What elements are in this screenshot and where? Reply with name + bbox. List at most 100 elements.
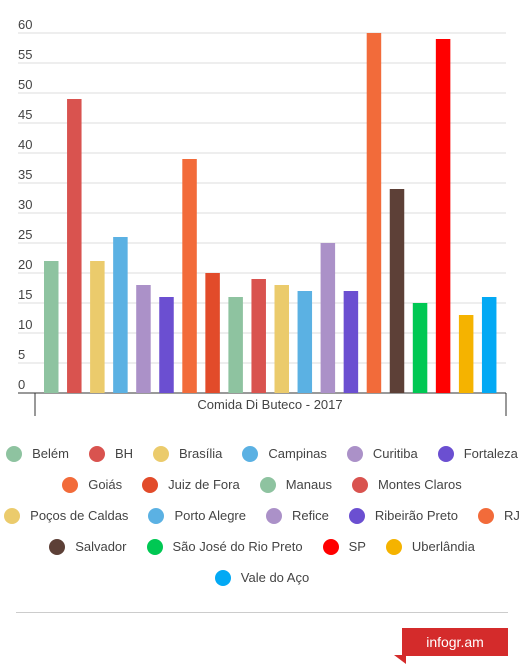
legend-label: Campinas	[268, 446, 327, 461]
legend-item[interactable]: Goiás	[62, 476, 123, 493]
legend-item[interactable]: SP	[322, 538, 366, 555]
legend-swatch-icon	[385, 538, 402, 555]
legend-item[interactable]: Belém	[6, 445, 69, 462]
legend-label: Brasília	[179, 446, 223, 461]
legend-item[interactable]: Campinas	[242, 445, 327, 462]
legend-label: Manaus	[285, 477, 332, 492]
legend-row: Belém BH Brasília Campinas Curitiba Fortaleza	[6, 438, 518, 469]
legend-swatch-icon	[6, 445, 23, 462]
y-tick-label: 20	[18, 257, 32, 272]
bar-1	[67, 99, 82, 393]
legend-label: Goiás	[88, 477, 123, 492]
bar-15	[389, 189, 405, 393]
legend-item[interactable]: Salvador	[49, 538, 127, 555]
bar-18	[458, 315, 474, 393]
legend-item[interactable]: Juiz de Fora	[142, 476, 240, 493]
legend-label: Curitiba	[372, 446, 418, 461]
legend-label: Porto Alegre	[174, 508, 246, 523]
y-tick-label: 40	[18, 137, 32, 152]
legend-swatch-icon	[62, 476, 79, 493]
legend-swatch-icon	[148, 507, 165, 524]
bar-8	[228, 297, 243, 393]
legend-swatch-icon	[49, 538, 66, 555]
bar-11	[297, 291, 313, 393]
y-tick-label: 15	[18, 287, 32, 302]
legend-label: Refice	[291, 508, 329, 523]
legend-item[interactable]: Fortaleza	[437, 445, 518, 462]
legend-item[interactable]: Porto Alegre	[148, 507, 246, 524]
footer-divider	[16, 612, 508, 613]
legend-item[interactable]: Montes Claros	[351, 476, 462, 493]
legend-item[interactable]: Manaus	[259, 476, 332, 493]
brand-notch	[394, 655, 406, 664]
legend-label: Belém	[32, 446, 69, 461]
bar-4	[136, 285, 151, 393]
chart-legend: Belém BH Brasília Campinas Curitiba Fortaleza…	[4, 438, 520, 593]
legend-swatch-icon	[477, 507, 494, 524]
y-tick-label: 35	[18, 167, 32, 182]
legend-swatch-icon	[351, 476, 368, 493]
legend-swatch-icon	[242, 445, 259, 462]
bar-10	[274, 285, 289, 393]
legend-swatch-icon	[346, 445, 363, 462]
legend-swatch-icon	[88, 445, 105, 462]
legend-label: São José do Rio Preto	[172, 539, 303, 554]
legend-item[interactable]: Poços de Caldas	[4, 507, 129, 524]
legend-item[interactable]: Brasília	[153, 445, 223, 462]
x-category-label: Comida Di Buteco - 2017	[197, 397, 342, 412]
legend-item[interactable]: RJ	[477, 507, 520, 524]
legend-label: SP	[348, 539, 366, 554]
bar-0	[44, 261, 59, 393]
legend-label: BH	[114, 446, 134, 461]
legend-row: Poços de Caldas Porto Alegre Refice Ribeirã…	[4, 500, 520, 531]
legend-label: Fortaleza	[463, 446, 518, 461]
legend-label: Montes Claros	[377, 477, 462, 492]
bar-3	[113, 237, 128, 393]
bar-12	[320, 243, 336, 393]
legend-item[interactable]: Ribeirão Preto	[348, 507, 458, 524]
y-tick-label: 5	[18, 347, 25, 362]
legend-swatch-icon	[322, 538, 339, 555]
legend-item[interactable]: São José do Rio Preto	[146, 538, 303, 555]
legend-swatch-icon	[348, 507, 365, 524]
legend-swatch-icon	[265, 507, 282, 524]
legend-item[interactable]: Refice	[265, 507, 329, 524]
legend-swatch-icon	[214, 569, 231, 586]
y-tick-label: 60	[18, 17, 32, 32]
legend-swatch-icon	[437, 445, 454, 462]
legend-label: Vale do Aço	[240, 570, 310, 585]
infogram-brand-link[interactable]: infogr.am	[402, 628, 508, 656]
legend-label: Ribeirão Preto	[374, 508, 458, 523]
legend-label: Salvador	[75, 539, 127, 554]
y-tick-label: 25	[18, 227, 32, 242]
y-tick-label: 50	[18, 77, 32, 92]
legend-row: Salvador São José do Rio Preto SP Uberlândi…	[16, 531, 508, 562]
y-tick-label: 45	[18, 107, 32, 122]
legend-item[interactable]: Uberlândia	[385, 538, 475, 555]
y-tick-label: 55	[18, 47, 32, 62]
legend-swatch-icon	[142, 476, 159, 493]
legend-swatch-icon	[4, 507, 21, 524]
bar-6	[182, 159, 197, 393]
legend-item[interactable]: Curitiba	[346, 445, 418, 462]
y-tick-label: 10	[18, 317, 32, 332]
y-tick-label: 30	[18, 197, 32, 212]
legend-row: Goiás Juiz de Fora Manaus Montes Claros	[16, 469, 508, 500]
bar-19	[481, 297, 497, 393]
legend-label: Juiz de Fora	[168, 477, 240, 492]
bar-14	[366, 33, 382, 393]
legend-swatch-icon	[259, 476, 276, 493]
legend-item[interactable]: BH	[88, 445, 134, 462]
legend-item[interactable]: Vale do Aço	[214, 569, 310, 586]
bar-17	[435, 39, 451, 393]
y-tick-label: 0	[18, 377, 25, 392]
legend-row: Vale do Aço	[16, 562, 508, 593]
bar-7	[205, 273, 220, 393]
bar-chart: 0 5 10 15 20 25 30 35 40 45 50 55 60 Comida Di Buteco…	[18, 17, 507, 416]
bar-16	[412, 303, 428, 393]
bar-5	[159, 297, 174, 393]
legend-label: Poços de Caldas	[30, 508, 129, 523]
brand-label: infogr.am	[426, 634, 484, 650]
bar-9	[251, 279, 266, 393]
legend-swatch-icon	[153, 445, 170, 462]
